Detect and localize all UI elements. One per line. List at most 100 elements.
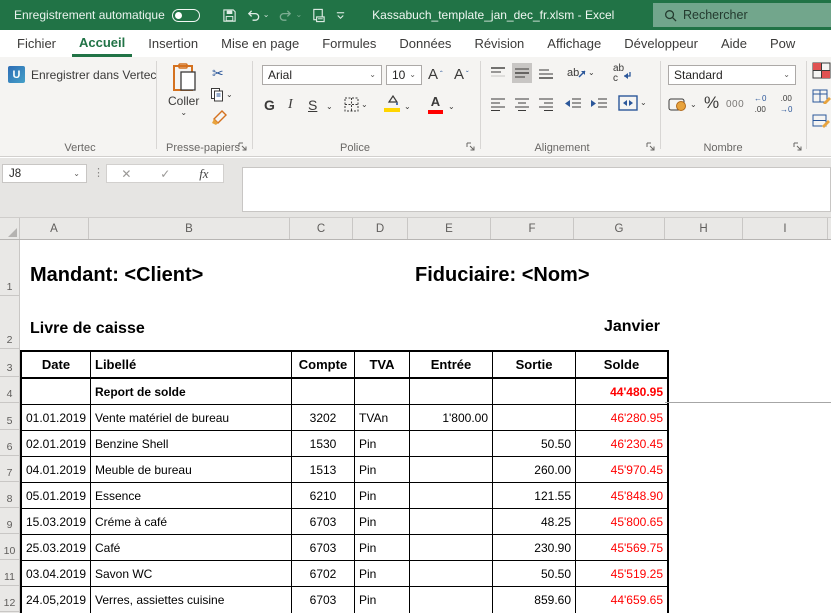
cell-libelle[interactable]: Report de solde: [91, 379, 292, 405]
column-header-G[interactable]: G: [574, 218, 665, 239]
cell-tva[interactable]: Pin: [355, 561, 410, 587]
row-header-12[interactable]: 12: [0, 586, 19, 612]
row-header-5[interactable]: 5: [0, 403, 19, 430]
cell-compte[interactable]: [292, 379, 355, 405]
percent-style-button[interactable]: %: [704, 93, 720, 112]
font-name-select[interactable]: Arial ⌄: [262, 65, 382, 85]
underline-button[interactable]: S: [308, 97, 318, 113]
cell-date[interactable]: 01.01.2019: [22, 405, 91, 431]
cell-sortie[interactable]: 50.50: [493, 431, 576, 457]
save-button[interactable]: [222, 8, 237, 23]
row-header-1[interactable]: 1: [0, 240, 19, 296]
align-middle-button[interactable]: [512, 63, 532, 83]
more-options-icon[interactable]: ⋮: [93, 167, 104, 179]
tab-pow[interactable]: Pow: [770, 36, 796, 51]
column-header-F[interactable]: F: [491, 218, 574, 239]
align-left-button[interactable]: [490, 97, 506, 111]
tab-fichier[interactable]: Fichier: [17, 36, 57, 51]
dialog-launcher-icon[interactable]: [238, 142, 248, 152]
search-box[interactable]: Rechercher: [653, 3, 831, 27]
cell-entree[interactable]: [410, 561, 493, 587]
cell-compte[interactable]: 1530: [292, 431, 355, 457]
cell-libelle[interactable]: Savon WC: [91, 561, 292, 587]
align-bottom-button[interactable]: [538, 66, 554, 80]
number-format-select[interactable]: Standard ⌄: [668, 65, 796, 85]
tab-développeur[interactable]: Développeur: [624, 36, 698, 51]
cell-solde[interactable]: 45'569.75: [576, 535, 667, 561]
cell-tva[interactable]: TVAn: [355, 405, 410, 431]
cell-entree[interactable]: [410, 431, 493, 457]
format-painter-button[interactable]: [212, 109, 228, 125]
cell-sortie[interactable]: 121.55: [493, 483, 576, 509]
cell-tva[interactable]: Pin: [355, 535, 410, 561]
column-header-H[interactable]: H: [665, 218, 743, 239]
accounting-format-button[interactable]: ⌄: [668, 97, 697, 112]
decrease-decimal-button[interactable]: .00 →0: [780, 94, 793, 114]
cell-libelle[interactable]: Café: [91, 535, 292, 561]
wrap-text-button[interactable]: ab c: [612, 62, 634, 82]
column-header-A[interactable]: A: [20, 218, 89, 239]
cell-compte[interactable]: 6703: [292, 587, 355, 613]
cell-solde[interactable]: 44'480.95: [576, 379, 667, 405]
paste-button[interactable]: Coller ⌄: [168, 63, 199, 117]
font-size-select[interactable]: 10 ⌄: [386, 65, 422, 85]
merge-center-button[interactable]: ⌄: [618, 95, 647, 111]
undo-button[interactable]: ⌄: [246, 8, 269, 23]
cell-libelle[interactable]: Créme à café: [91, 509, 292, 535]
cell-entree[interactable]: [410, 457, 493, 483]
cell-entree[interactable]: [410, 509, 493, 535]
cell-libelle[interactable]: Verres, assiettes cuisine: [91, 587, 292, 613]
cell-tva[interactable]: Pin: [355, 587, 410, 613]
formula-input[interactable]: [242, 167, 831, 212]
align-right-button[interactable]: [538, 97, 554, 111]
align-center-button[interactable]: [514, 97, 530, 111]
cell-solde[interactable]: 46'230.45: [576, 431, 667, 457]
cell-entree[interactable]: [410, 483, 493, 509]
align-top-button[interactable]: [490, 66, 506, 80]
tab-mise-en-page[interactable]: Mise en page: [221, 36, 300, 51]
select-all-corner[interactable]: [0, 218, 20, 239]
row-header-2[interactable]: 2: [0, 296, 19, 349]
comma-style-button[interactable]: 000: [726, 99, 745, 110]
row-header-10[interactable]: 10: [0, 534, 19, 560]
cell-date[interactable]: 15.03.2019: [22, 509, 91, 535]
bold-button[interactable]: G: [264, 97, 275, 113]
tab-formules[interactable]: Formules: [322, 36, 377, 51]
fill-color-button[interactable]: [384, 95, 400, 112]
tab-insertion[interactable]: Insertion: [148, 36, 199, 51]
cell-date[interactable]: 03.04.2019: [22, 561, 91, 587]
cell-entree[interactable]: [410, 379, 493, 405]
cell-entree[interactable]: 1'800.00: [410, 405, 493, 431]
cell-entree[interactable]: [410, 587, 493, 613]
cell-date[interactable]: 25.03.2019: [22, 535, 91, 561]
cell-libelle[interactable]: Essence: [91, 483, 292, 509]
cell-solde[interactable]: 45'519.25: [576, 561, 667, 587]
row-header-6[interactable]: 6: [0, 430, 19, 456]
increase-decimal-button[interactable]: ←0.00: [754, 94, 767, 114]
chevron-down-icon[interactable]: ⌄: [326, 102, 333, 111]
column-header-B[interactable]: B: [89, 218, 290, 239]
cell-solde[interactable]: 45'970.45: [576, 457, 667, 483]
chevron-down-icon[interactable]: ⌄: [448, 102, 455, 111]
cell-compte[interactable]: 6703: [292, 535, 355, 561]
tab-révision[interactable]: Révision: [474, 36, 525, 51]
cell-compte[interactable]: 6702: [292, 561, 355, 587]
tab-affichage[interactable]: Affichage: [547, 36, 602, 51]
cell-libelle[interactable]: Vente matériel de bureau: [91, 405, 292, 431]
cell-tva[interactable]: Pin: [355, 431, 410, 457]
cell-compte[interactable]: 1513: [292, 457, 355, 483]
enter-button[interactable]: ✓: [160, 166, 171, 181]
cell-tva[interactable]: [355, 379, 410, 405]
cell-styles-button[interactable]: [812, 113, 831, 128]
cell-tva[interactable]: Pin: [355, 509, 410, 535]
cancel-button[interactable]: ✕: [121, 166, 132, 181]
cell-sortie[interactable]: 260.00: [493, 457, 576, 483]
autosave-toggle[interactable]: [171, 8, 200, 22]
redo-button[interactable]: ⌄: [278, 8, 302, 23]
cell-solde[interactable]: 44'659.65: [610, 593, 663, 607]
cell-compte[interactable]: 6210: [292, 483, 355, 509]
row-header-11[interactable]: 11: [0, 560, 19, 586]
row-header-8[interactable]: 8: [0, 482, 19, 508]
customize-qat-button[interactable]: [335, 10, 346, 21]
